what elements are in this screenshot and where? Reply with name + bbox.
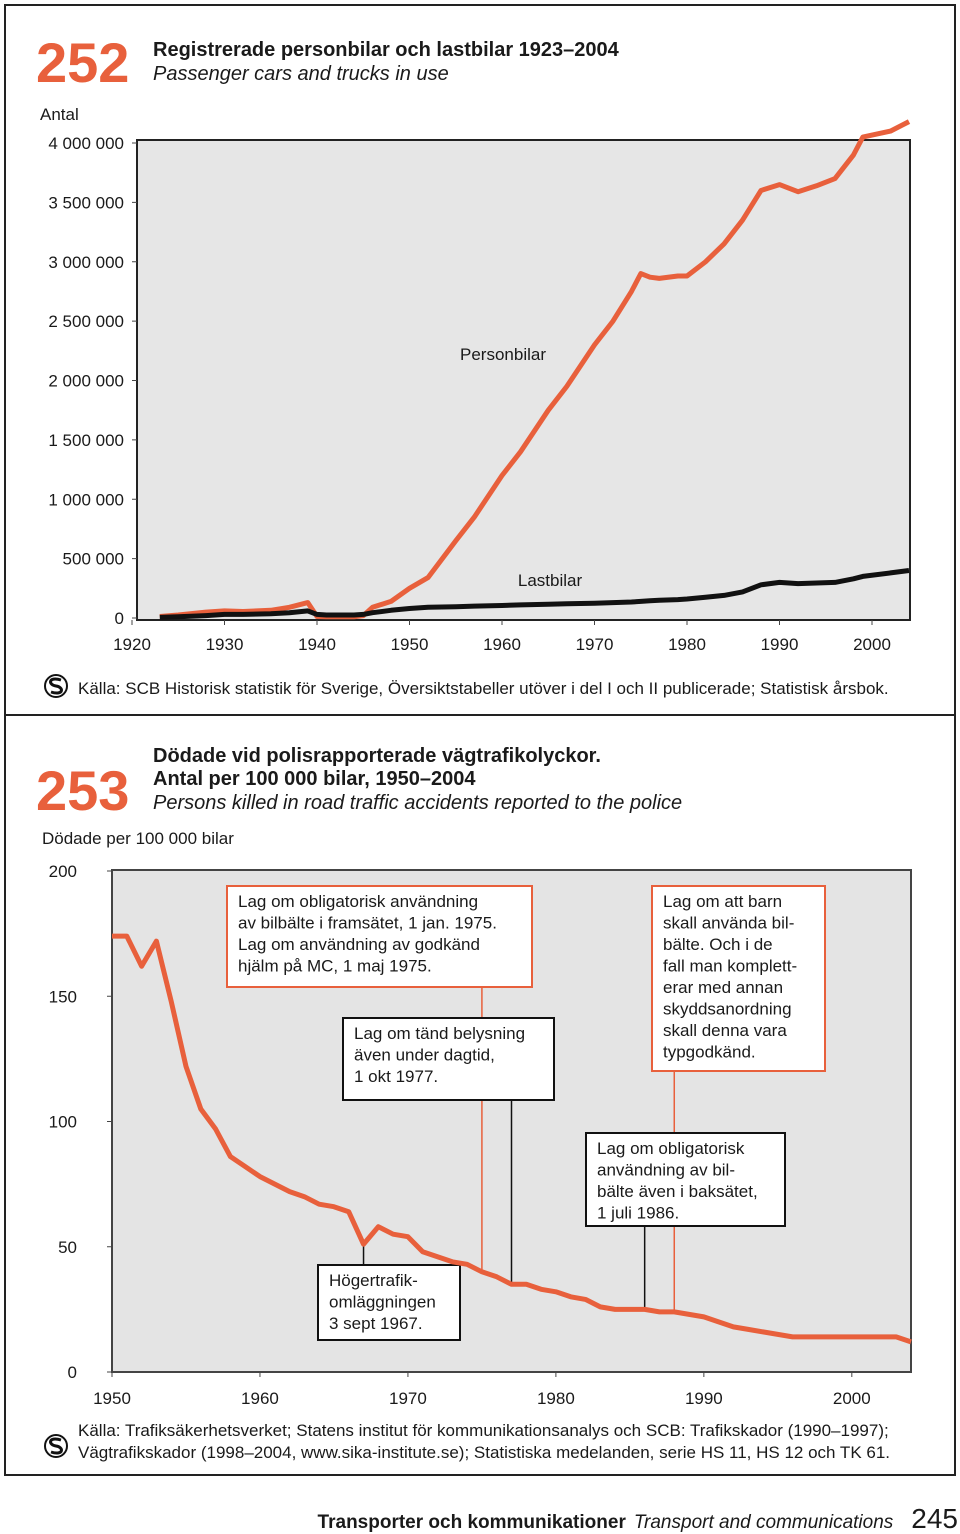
annotation-text: Lag om obligatorisk användning	[238, 892, 478, 911]
annotation-text: Lag om tänd belysning	[354, 1024, 525, 1043]
annotation-text: Lag om att barn	[663, 892, 782, 911]
page-number: 245	[911, 1503, 958, 1534]
annotation-text: skall denna vara	[663, 1021, 787, 1040]
annotation-box	[317, 1264, 461, 1341]
source-icon-s	[49, 1437, 63, 1455]
x-tick-label: 1970	[389, 1389, 427, 1408]
chart-title: Dödade vid polisrapporterade vägtrafikol…	[153, 745, 601, 767]
chart-title: Antal per 100 000 bilar, 1950–2004	[153, 768, 476, 790]
figure-number: 253	[36, 759, 129, 822]
annotation-text: även under dagtid,	[354, 1046, 495, 1065]
y-tick-label: 500 000	[63, 550, 124, 569]
annotation-text: fall man komplett-	[663, 957, 797, 976]
footer: Transporter och kommunikationer Transport…	[318, 1503, 958, 1534]
annotation-text: skall använda bil-	[663, 914, 794, 933]
annotation-text: skyddsanordning	[663, 1000, 792, 1019]
y-tick-label: 100	[49, 1113, 77, 1132]
annotation-text: omläggningen	[329, 1293, 436, 1312]
y-axis-label: Dödade per 100 000 bilar	[42, 829, 234, 848]
series-line	[159, 568, 910, 620]
y-tick-label: 3 500 000	[48, 193, 124, 212]
y-tick-label: 0	[68, 1363, 77, 1382]
annotation-text: bälte även i baksätet,	[597, 1182, 758, 1201]
series-line	[112, 933, 912, 1345]
chart-subtitle: Persons killed in road traffic accidents…	[153, 792, 682, 814]
y-axis-label: Antal	[40, 105, 79, 124]
x-tick-label: 1980	[668, 635, 706, 654]
y-tick-label: 0	[115, 609, 124, 628]
y-tick-label: 3 000 000	[48, 253, 124, 272]
annotation-text: av bilbälte i framsätet, 1 jan. 1975.	[238, 914, 497, 933]
source-icon-s	[49, 677, 63, 695]
x-tick-label: 1950	[93, 1389, 131, 1408]
series-line	[159, 119, 911, 620]
annotation-box	[226, 885, 533, 988]
annotation-text: användning av bil-	[597, 1161, 735, 1180]
x-tick-label: 1920	[113, 635, 151, 654]
x-tick-label: 1970	[576, 635, 614, 654]
annotation-box	[651, 885, 826, 1072]
y-tick-label: 200	[49, 862, 77, 881]
footer-section: Transporter och kommunikationer	[318, 1512, 627, 1533]
x-tick-label: 1980	[537, 1389, 575, 1408]
y-tick-label: 2 500 000	[48, 312, 124, 331]
y-tick-label: 4 000 000	[48, 134, 124, 153]
x-tick-label: 1940	[298, 635, 336, 654]
annotation-text: 1 okt 1977.	[354, 1067, 438, 1086]
x-tick-label: 2000	[853, 635, 891, 654]
annotation-text: Högertrafik-	[329, 1271, 418, 1290]
source-note: Källa: Trafiksäkerhetsverket; Statens in…	[78, 1421, 889, 1440]
y-tick-label: 2 000 000	[48, 372, 124, 391]
x-tick-label: 1990	[685, 1389, 723, 1408]
y-tick-label: 150	[49, 987, 77, 1006]
annotation-box	[585, 1132, 786, 1227]
y-tick-label: 1 500 000	[48, 431, 124, 450]
annotation-text: erar med annan	[663, 978, 783, 997]
series-label: Lastbilar	[518, 571, 583, 590]
annotation-text: Lag om användning av godkänd	[238, 935, 480, 954]
y-tick-label: 1 000 000	[48, 490, 124, 509]
annotation-text: Lag om obligatorisk	[597, 1139, 745, 1158]
annotation-text: 1 juli 1986.	[597, 1204, 679, 1223]
chart-title: Registrerade personbilar och lastbilar 1…	[153, 39, 620, 61]
annotation-text: typgodkänd.	[663, 1043, 756, 1062]
x-tick-label: 1960	[241, 1389, 279, 1408]
series-label: Personbilar	[460, 345, 546, 364]
source-note: Vägtrafikskador (1998–2004, www.sika-ins…	[78, 1443, 890, 1462]
annotation-text: 3 sept 1967.	[329, 1314, 423, 1333]
x-tick-label: 1950	[391, 635, 429, 654]
frame	[4, 714, 956, 1476]
source-note: Källa: SCB Historisk statistik för Sveri…	[78, 679, 889, 698]
figure-number: 252	[36, 31, 129, 94]
annotation-text: hjälm på MC, 1 maj 1975.	[238, 957, 432, 976]
plot-area	[136, 139, 911, 621]
y-tick-label: 50	[58, 1238, 77, 1257]
chart-subtitle: Passenger cars and trucks in use	[153, 63, 449, 85]
annotation-box	[342, 1017, 555, 1101]
x-tick-label: 1930	[206, 635, 244, 654]
footer-section-en: Transport and communications	[634, 1512, 894, 1533]
annotation-text: bälte. Och i de	[663, 935, 773, 954]
x-tick-label: 1960	[483, 635, 521, 654]
x-tick-label: 2000	[833, 1389, 871, 1408]
x-tick-label: 1990	[761, 635, 799, 654]
